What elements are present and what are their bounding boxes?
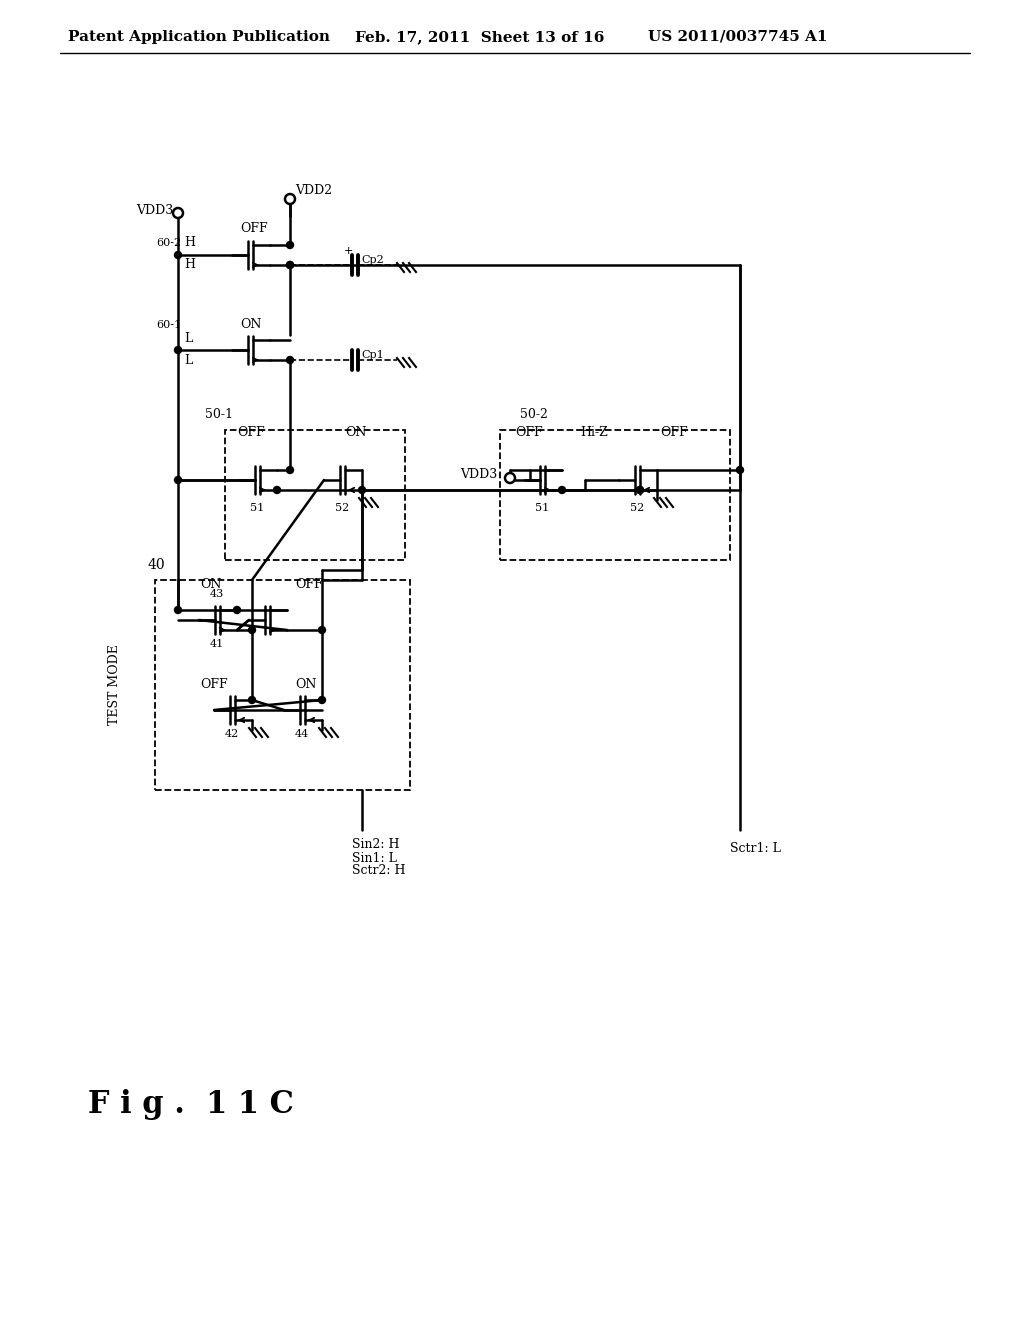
- Text: 44: 44: [295, 729, 309, 739]
- Circle shape: [173, 209, 183, 218]
- Text: ON: ON: [200, 578, 221, 591]
- Circle shape: [273, 487, 281, 494]
- Text: TEST MODE: TEST MODE: [109, 644, 122, 726]
- Text: OFF: OFF: [515, 425, 543, 438]
- Circle shape: [736, 466, 743, 474]
- Circle shape: [637, 487, 643, 494]
- Text: OFF: OFF: [295, 578, 323, 591]
- Text: L: L: [184, 354, 193, 367]
- Text: L: L: [184, 331, 193, 345]
- Text: Sin1: L: Sin1: L: [352, 851, 397, 865]
- Text: OFF: OFF: [200, 677, 227, 690]
- Text: 41: 41: [210, 639, 224, 649]
- Text: 50-1: 50-1: [205, 408, 233, 421]
- Circle shape: [318, 627, 326, 634]
- Circle shape: [287, 242, 294, 248]
- Circle shape: [174, 252, 181, 259]
- Text: OFF: OFF: [237, 425, 264, 438]
- Text: 51: 51: [535, 503, 549, 513]
- Circle shape: [358, 487, 366, 494]
- Circle shape: [287, 261, 294, 268]
- Text: 43: 43: [210, 589, 224, 599]
- Text: US 2011/0037745 A1: US 2011/0037745 A1: [648, 30, 827, 44]
- Circle shape: [249, 627, 256, 634]
- Text: 40: 40: [148, 558, 166, 572]
- Text: 60-2: 60-2: [156, 238, 181, 248]
- Text: VDD2: VDD2: [295, 183, 332, 197]
- Circle shape: [318, 697, 326, 704]
- Text: ON: ON: [295, 677, 316, 690]
- Text: 52: 52: [335, 503, 349, 513]
- Text: Cp2: Cp2: [361, 255, 384, 265]
- Text: Sctr2: H: Sctr2: H: [352, 865, 406, 878]
- Text: Patent Application Publication: Patent Application Publication: [68, 30, 330, 44]
- Text: VDD3: VDD3: [136, 203, 173, 216]
- Text: H: H: [184, 259, 195, 272]
- Text: Sin2: H: Sin2: H: [352, 838, 399, 851]
- Bar: [500, 430, 730, 560]
- Text: OFF: OFF: [240, 223, 267, 235]
- Text: F i g .  1 1 C: F i g . 1 1 C: [88, 1089, 294, 1121]
- Text: 60-1: 60-1: [156, 319, 181, 330]
- Circle shape: [637, 487, 643, 494]
- Circle shape: [287, 466, 294, 474]
- Circle shape: [174, 346, 181, 354]
- Circle shape: [174, 606, 181, 614]
- Text: VDD3: VDD3: [460, 469, 498, 482]
- Text: 42: 42: [225, 729, 240, 739]
- Circle shape: [285, 194, 295, 205]
- Circle shape: [233, 606, 241, 614]
- Text: OFF: OFF: [660, 425, 688, 438]
- Text: +: +: [344, 246, 353, 256]
- Text: H: H: [184, 236, 195, 249]
- Text: Sctr1: L: Sctr1: L: [730, 842, 781, 854]
- Circle shape: [287, 356, 294, 363]
- Circle shape: [287, 261, 294, 268]
- Text: ON: ON: [345, 425, 367, 438]
- Bar: [225, 430, 406, 560]
- Text: Hi-Z: Hi-Z: [580, 425, 608, 438]
- Text: Cp1: Cp1: [361, 350, 384, 360]
- Text: 50-2: 50-2: [520, 408, 548, 421]
- Circle shape: [558, 487, 565, 494]
- Text: 51: 51: [250, 503, 264, 513]
- Text: ON: ON: [240, 318, 261, 330]
- Text: Feb. 17, 2011  Sheet 13 of 16: Feb. 17, 2011 Sheet 13 of 16: [355, 30, 604, 44]
- Circle shape: [249, 697, 256, 704]
- Bar: [155, 579, 410, 789]
- Text: 52: 52: [630, 503, 644, 513]
- Circle shape: [174, 477, 181, 483]
- Circle shape: [505, 473, 515, 483]
